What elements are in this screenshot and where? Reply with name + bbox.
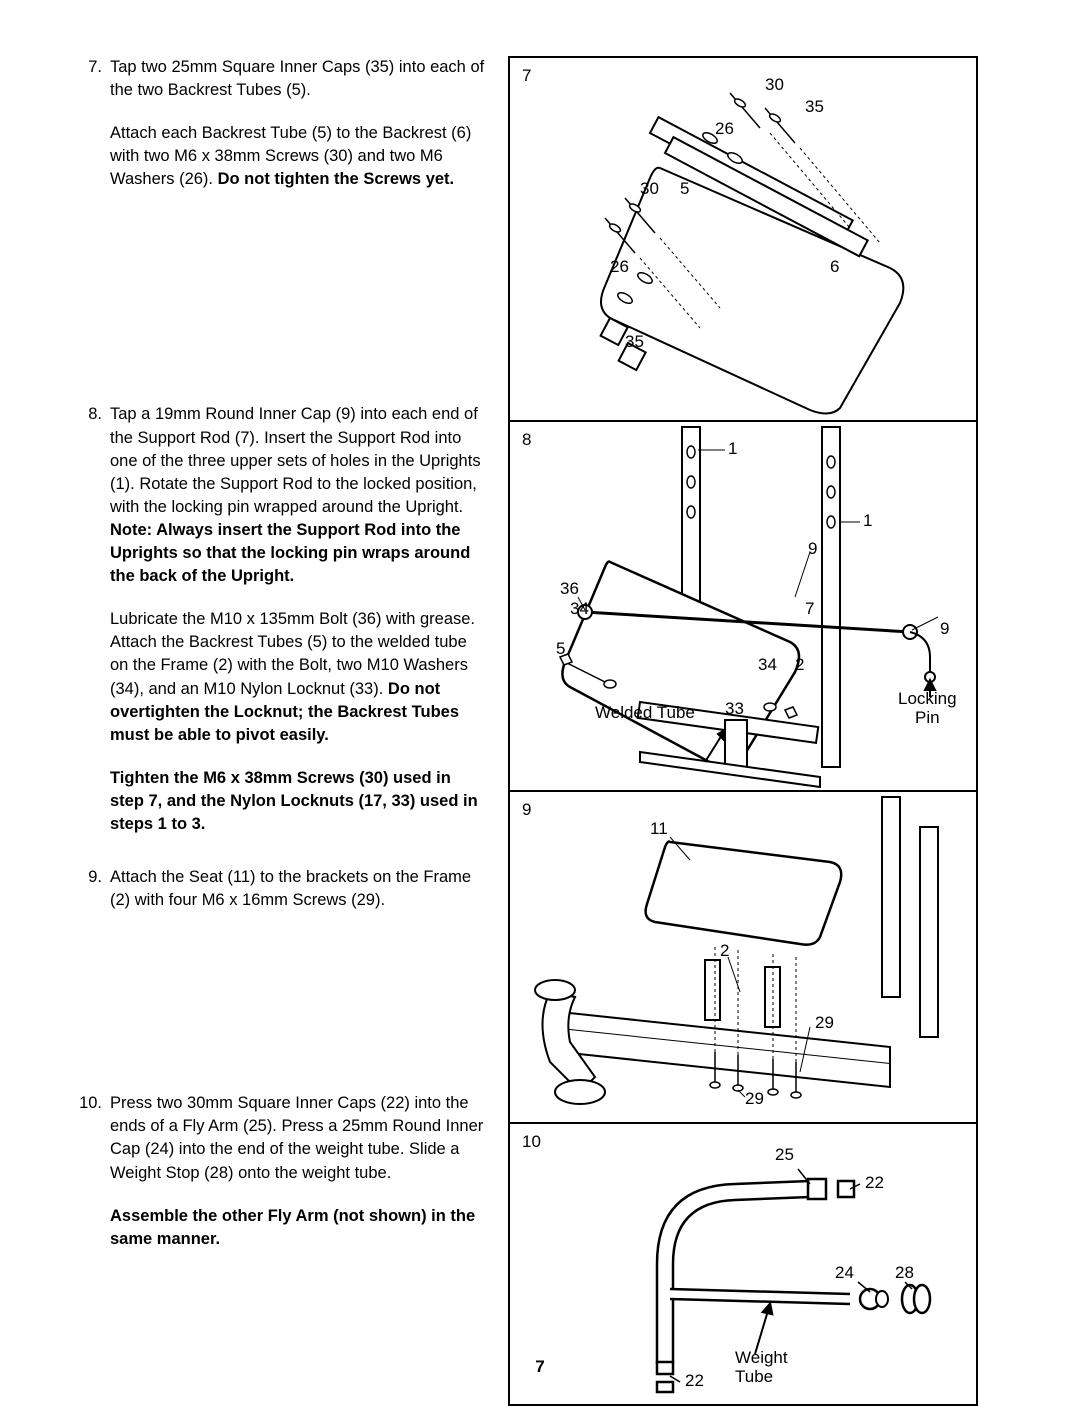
callout-28: 28	[895, 1264, 914, 1283]
callout-5: 5	[556, 640, 565, 659]
diagram-svg-9	[510, 792, 976, 1120]
callout-25: 25	[775, 1146, 794, 1165]
panel-number: 10	[522, 1132, 541, 1152]
step-paragraph: Tap a 19mm Round Inner Cap (9) into each…	[110, 403, 488, 588]
callout-locking-pin: Locking Pin	[898, 690, 957, 727]
callout-33: 33	[725, 700, 744, 719]
callout-24: 24	[835, 1264, 854, 1283]
diagrams-container: 7	[508, 56, 978, 1406]
callout-9: 9	[940, 620, 949, 639]
diagram-svg-7	[510, 58, 976, 418]
diagram-panel-7: 7	[510, 58, 976, 422]
callout-9: 9	[808, 540, 817, 559]
callout-2: 2	[720, 942, 729, 961]
callout-22: 22	[685, 1372, 704, 1391]
step-number: 10.	[78, 1092, 110, 1251]
callout-22: 22	[865, 1174, 884, 1193]
callout-29: 29	[815, 1014, 834, 1033]
callout-26: 26	[715, 120, 734, 139]
step-paragraph: Tighten the M6 x 38mm Screws (30) used i…	[110, 767, 488, 836]
step-9: 9. Attach the Seat (11) to the brackets …	[78, 866, 488, 912]
step-body: Tap a 19mm Round Inner Cap (9) into each…	[110, 403, 488, 836]
step-7: 7. Tap two 25mm Square Inner Caps (35) i…	[78, 56, 488, 191]
step-body: Attach the Seat (11) to the brackets on …	[110, 866, 488, 912]
callout-30: 30	[765, 76, 784, 95]
instructions-column: 7. Tap two 25mm Square Inner Caps (35) i…	[78, 56, 488, 1406]
callout-35: 35	[805, 98, 824, 117]
callout-34: 34	[758, 656, 777, 675]
step-paragraph: Lubricate the M10 x 135mm Bolt (36) with…	[110, 608, 488, 747]
step-number: 8.	[78, 403, 110, 836]
callout-29: 29	[745, 1090, 764, 1109]
panel-number: 9	[522, 800, 531, 820]
diagram-panel-10: 10	[510, 1124, 976, 1404]
step-body: Press two 30mm Square Inner Caps (22) in…	[110, 1092, 488, 1251]
diagrams-column: 7	[508, 56, 978, 1406]
step-8: 8. Tap a 19mm Round Inner Cap (9) into e…	[78, 403, 488, 836]
step-paragraph: Press two 30mm Square Inner Caps (22) in…	[110, 1092, 488, 1184]
panel-number: 7	[522, 66, 531, 86]
step-paragraph: Assemble the other Fly Arm (not shown) i…	[110, 1205, 488, 1251]
callout-35: 35	[625, 333, 644, 352]
step-10: 10. Press two 30mm Square Inner Caps (22…	[78, 1092, 488, 1251]
callout-welded-tube: Welded Tube	[595, 704, 695, 723]
callout-weight-tube: Weight Tube	[735, 1349, 788, 1386]
step-paragraph: Attach the Seat (11) to the brackets on …	[110, 866, 488, 912]
callout-1: 1	[728, 440, 737, 459]
callout-2: 2	[795, 656, 804, 675]
callout-7: 7	[805, 600, 814, 619]
step-paragraph: Attach each Backrest Tube (5) to the Bac…	[110, 122, 488, 191]
callout-1: 1	[863, 512, 872, 531]
page: 7. Tap two 25mm Square Inner Caps (35) i…	[0, 0, 1080, 1397]
callout-6: 6	[830, 258, 839, 277]
content-columns: 7. Tap two 25mm Square Inner Caps (35) i…	[78, 56, 1002, 1406]
page-number: 7	[535, 1357, 544, 1377]
callout-26: 26	[610, 258, 629, 277]
callout-36: 36	[560, 580, 579, 599]
step-body: Tap two 25mm Square Inner Caps (35) into…	[110, 56, 488, 191]
diagram-panel-8: 8	[510, 422, 976, 792]
callout-11: 11	[650, 820, 668, 839]
step-number: 7.	[78, 56, 110, 191]
panel-number: 8	[522, 430, 531, 450]
callout-5: 5	[680, 180, 689, 199]
callout-34: 34	[570, 600, 589, 619]
callout-30: 30	[640, 180, 659, 199]
diagram-panel-9: 9	[510, 792, 976, 1124]
step-paragraph: Tap two 25mm Square Inner Caps (35) into…	[110, 56, 488, 102]
step-number: 9.	[78, 866, 110, 912]
